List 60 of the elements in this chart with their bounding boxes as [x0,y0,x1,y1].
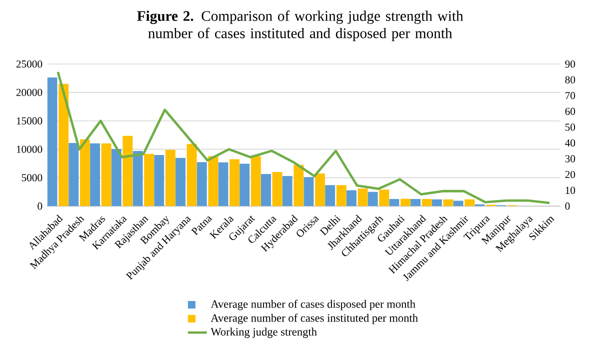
bar [230,159,240,206]
y2-tick-label: 70 [566,92,576,100]
y2-tick-label: 10 [566,186,576,194]
bar [282,176,292,206]
bar [208,156,218,206]
y-tick-label: 5000 [22,174,42,182]
bar [272,172,282,206]
bar [218,162,228,206]
y2-tick-label: 50 [565,124,576,131]
bar [58,84,69,206]
y2-tick-label: 80 [565,76,576,84]
bar [410,199,421,206]
bar [443,199,454,206]
bar [68,143,79,206]
bar [47,77,58,206]
bar [464,199,475,206]
bar [294,164,304,206]
bar [111,149,122,206]
bar [186,144,197,206]
bar [144,154,154,206]
bar [80,139,90,206]
bar [261,174,271,206]
y2-tick-label: 0 [565,202,570,210]
bar [90,143,100,206]
bar [196,162,207,206]
y2-tick-label: 20 [565,170,576,178]
y-tick-label: 10000 [16,146,42,153]
bar [379,190,390,206]
bar [154,154,164,206]
bar [358,188,368,206]
bar [250,156,261,206]
legend-label: Average number of cases instituted per month [210,314,418,324]
bar [132,150,143,206]
bar [453,200,464,206]
bar [325,185,336,206]
bar [432,199,442,206]
bar [122,136,133,206]
bar [422,199,432,206]
y2-tick-label: 30 [565,155,576,162]
bar [346,190,356,206]
bar [240,164,250,206]
legend-label: Working judge strength [210,328,317,338]
bar [176,158,186,206]
y-tick-label: 20000 [16,88,42,96]
bar [165,150,176,206]
y-tick-label: 25000 [16,60,42,68]
bar [400,198,410,206]
y2-tick-label: 90 [565,60,576,68]
legend-label: Average number of cases disposed per month [210,300,416,310]
bar [315,173,325,206]
y2-tick-label: 40 [565,139,576,147]
bar [389,199,400,206]
chart-title: Figure 2. Comparison of working judge strength with number of cases instituted and disposed per month [137,10,464,42]
bar [368,192,378,206]
bar [304,177,314,206]
bar [101,143,112,206]
y-tick-label: 0 [38,202,42,210]
bar [336,185,346,206]
y-tick-label: 15000 [16,117,42,124]
y2-tick-label: 60 [565,108,576,115]
